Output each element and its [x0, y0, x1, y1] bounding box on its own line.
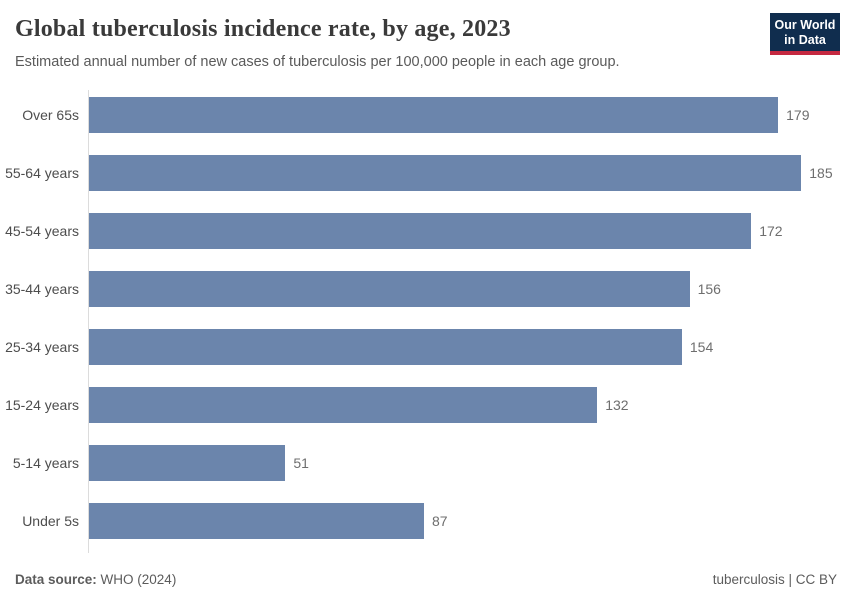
bar-track: 172: [89, 213, 836, 249]
category-label: 45-54 years: [5, 223, 79, 239]
category-label: Under 5s: [22, 513, 79, 529]
chart-row: 45-54 years 172: [0, 202, 836, 260]
data-source-value: WHO (2024): [100, 572, 177, 587]
category-label: 25-34 years: [5, 339, 79, 355]
value-label: 87: [431, 513, 448, 529]
category-label: 5-14 years: [12, 455, 79, 471]
bar-track: 87: [89, 503, 836, 539]
owid-logo[interactable]: Our World in Data: [770, 13, 840, 55]
category-label: 55-64 years: [5, 165, 79, 181]
bar-15-24-years[interactable]: [89, 387, 598, 423]
chart-title: Global tuberculosis incidence rate, by a…: [15, 16, 511, 42]
bar-track: 51: [89, 445, 836, 481]
value-label: 179: [786, 107, 810, 123]
chart-row: 25-34 years 154: [0, 318, 836, 376]
value-label: 154: [689, 339, 714, 355]
bar-25-34-years[interactable]: [89, 329, 682, 365]
bar-35-44-years[interactable]: [89, 271, 690, 307]
bar-55-64-years[interactable]: [89, 155, 802, 191]
bar-track: 132: [89, 387, 836, 423]
bar-5-14-years[interactable]: [89, 445, 286, 481]
category-label: 35-44 years: [5, 281, 79, 297]
bar-track: 185: [89, 155, 836, 191]
chart-row: 35-44 years 156: [0, 260, 836, 318]
chart-row: 15-24 years 132: [0, 376, 836, 434]
value-label: 132: [605, 397, 629, 413]
chart-row: Over 65s 179: [0, 86, 836, 144]
bar-track: 154: [89, 329, 836, 365]
value-label: 156: [697, 281, 721, 297]
chart-row: 55-64 years 185: [0, 144, 836, 202]
category-label: 15-24 years: [5, 397, 79, 413]
chart-row: Under 5s 87: [0, 492, 836, 550]
license-text: tuberculosis | CC BY: [712, 572, 837, 587]
chart-row: 5-14 years 51: [0, 434, 836, 492]
data-source: Data source: WHO (2024): [15, 572, 176, 587]
bar-45-54-years[interactable]: [89, 213, 752, 249]
chart-header: Global tuberculosis incidence rate, by a…: [0, 0, 850, 71]
owid-logo-line2: in Data: [784, 33, 826, 47]
bar-track: 179: [89, 97, 836, 133]
bar-over-65s[interactable]: [89, 97, 779, 133]
value-label: 51: [293, 455, 309, 471]
bar-under-5s[interactable]: [89, 503, 424, 539]
data-source-label: Data source:: [15, 572, 97, 587]
chart-footer: Data source: WHO (2024) tuberculosis | C…: [15, 572, 837, 587]
value-label: 185: [809, 165, 833, 181]
bar-track: 156: [89, 271, 836, 307]
category-label: Over 65s: [22, 107, 79, 123]
bar-chart: Over 65s 179 55-64 years 185 45-54 years 172 3…: [0, 86, 836, 553]
value-label: 172: [759, 223, 783, 239]
bar-chart-rows: Over 65s 179 55-64 years 185 45-54 years 172 3…: [0, 86, 836, 550]
chart-subtitle: Estimated annual number of new cases of …: [15, 54, 620, 70]
y-axis-line: [88, 90, 89, 553]
owid-logo-line1: Our World: [774, 18, 836, 32]
